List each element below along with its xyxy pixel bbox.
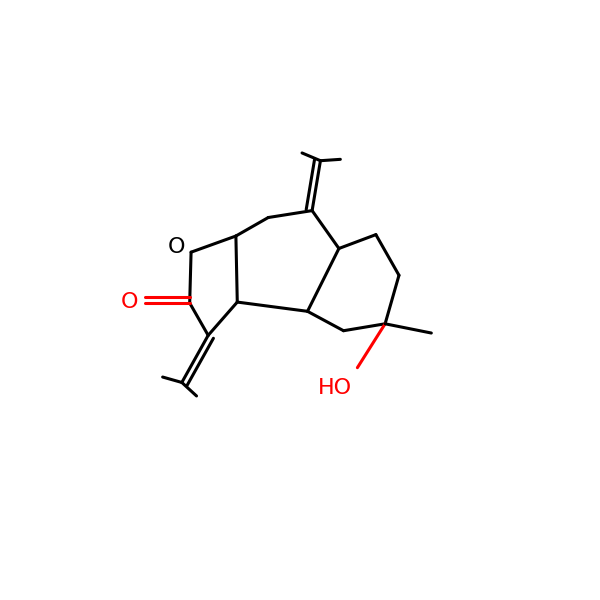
Text: O: O xyxy=(167,236,185,257)
Text: HO: HO xyxy=(318,378,352,398)
Text: O: O xyxy=(121,292,138,312)
